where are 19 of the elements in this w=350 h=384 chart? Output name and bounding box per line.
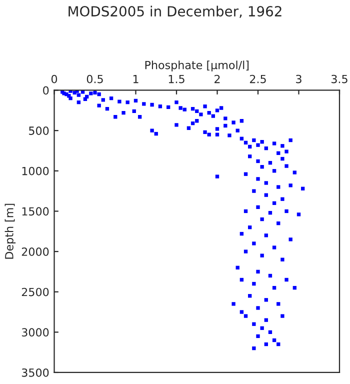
- x-tick-label: 2: [214, 74, 220, 84]
- y-tick-label: 0: [43, 86, 49, 95]
- x-tick-label: 0.5: [86, 74, 103, 84]
- y-tick-label: 3000: [22, 328, 49, 337]
- y-axis-title: Depth [m]: [4, 204, 16, 259]
- x-tick-label: 1: [133, 74, 138, 84]
- y-tick-label: 2000: [22, 247, 49, 256]
- y-tick-label: 3500: [22, 368, 49, 377]
- y-tick-label: 1000: [22, 166, 49, 176]
- x-tick-label: 1.5: [168, 74, 184, 84]
- y-tick-label: 500: [29, 126, 49, 135]
- x-tick-label: 2.5: [250, 74, 266, 84]
- x-axis-title: Phosphate [µmol/l]: [145, 60, 249, 72]
- y-tick-label: 2500: [22, 288, 49, 296]
- chart-title: MODS2005 in December, 1962: [68, 6, 282, 18]
- x-tick-label: 0: [51, 74, 58, 84]
- x-tick-label: 3.5: [332, 74, 348, 84]
- y-tick-label: 1500: [22, 207, 49, 216]
- x-tick-label: 3: [296, 74, 302, 84]
